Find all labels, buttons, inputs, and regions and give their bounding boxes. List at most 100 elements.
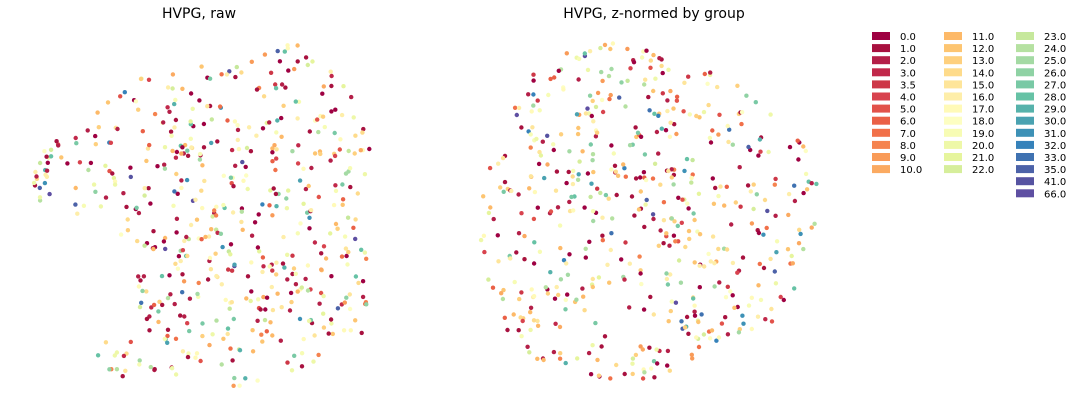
scatter-point bbox=[730, 260, 736, 266]
scatter-point bbox=[590, 98, 595, 104]
scatter-point bbox=[111, 175, 117, 181]
scatter-point bbox=[340, 197, 346, 202]
scatter-point bbox=[173, 155, 179, 160]
scatter-point bbox=[629, 194, 635, 199]
scatter-point bbox=[138, 278, 143, 283]
scatter-point bbox=[648, 65, 653, 71]
scatter-point bbox=[187, 328, 192, 334]
scatter-point bbox=[643, 177, 649, 183]
scatter-point bbox=[651, 52, 656, 58]
scatter-point bbox=[44, 154, 49, 159]
scatter-point bbox=[37, 195, 43, 200]
scatter-point bbox=[227, 69, 232, 74]
legend-label: 27.0 bbox=[1044, 80, 1066, 91]
scatter-point bbox=[716, 132, 721, 137]
scatter-point bbox=[144, 158, 149, 164]
scatter-point bbox=[749, 221, 755, 226]
scatter-point bbox=[239, 206, 245, 211]
scatter-point bbox=[528, 310, 533, 315]
scatter-point bbox=[229, 147, 235, 153]
scatter-point bbox=[708, 259, 713, 264]
scatter-point bbox=[170, 148, 175, 154]
scatter-point bbox=[542, 175, 547, 181]
scatter-point bbox=[582, 308, 587, 313]
scatter-point bbox=[627, 143, 633, 148]
scatter-point bbox=[487, 165, 493, 171]
scatter-point bbox=[360, 130, 365, 135]
scatter-point bbox=[307, 129, 312, 134]
scatter-point bbox=[608, 92, 613, 98]
scatter-point bbox=[174, 171, 179, 177]
scatter-point bbox=[526, 92, 531, 97]
scatter-point bbox=[180, 145, 185, 150]
scatter-point bbox=[171, 203, 176, 208]
scatter-point bbox=[481, 233, 487, 238]
scatter-point bbox=[556, 292, 561, 298]
scatter-point bbox=[267, 203, 272, 208]
scatter-point bbox=[689, 175, 694, 181]
scatter-point bbox=[496, 259, 501, 264]
scatter-point bbox=[529, 109, 534, 114]
scatter-point bbox=[621, 162, 626, 167]
scatter-point bbox=[241, 178, 246, 183]
scatter-point bbox=[249, 289, 254, 294]
scatter-point bbox=[44, 174, 50, 179]
scatter-point bbox=[45, 160, 50, 165]
scatter-point bbox=[285, 252, 290, 257]
scatter-point bbox=[230, 358, 235, 363]
scatter-point bbox=[671, 106, 676, 111]
scatter-point bbox=[261, 264, 266, 269]
scatter-point bbox=[679, 220, 684, 225]
scatter-point bbox=[723, 315, 728, 320]
scatter-point bbox=[661, 218, 667, 223]
scatter-point bbox=[141, 274, 147, 279]
scatter-point bbox=[318, 290, 324, 296]
scatter-point bbox=[565, 272, 571, 277]
scatter-point bbox=[207, 342, 212, 348]
scatter-point bbox=[315, 117, 320, 122]
scatter-point bbox=[673, 239, 678, 244]
scatter-point bbox=[790, 261, 795, 266]
scatter-point bbox=[656, 243, 661, 248]
scatter-point bbox=[496, 161, 501, 166]
scatter-point bbox=[801, 246, 806, 252]
scatter-point bbox=[751, 206, 756, 212]
scatter-point bbox=[668, 120, 673, 125]
scatter-point bbox=[528, 174, 534, 179]
scatter-point bbox=[665, 108, 670, 114]
scatter-point bbox=[169, 366, 175, 371]
scatter-point bbox=[786, 191, 792, 197]
scatter-point bbox=[245, 274, 251, 279]
scatter-point bbox=[519, 334, 524, 339]
scatter-point bbox=[290, 271, 295, 277]
scatter-point bbox=[512, 105, 518, 111]
scatter-point bbox=[260, 255, 266, 260]
scatter-point bbox=[582, 51, 587, 56]
scatter-point bbox=[723, 295, 729, 300]
scatter-point bbox=[689, 180, 694, 185]
scatter-point bbox=[342, 234, 348, 239]
scatter-point bbox=[623, 240, 628, 245]
scatter-point bbox=[659, 126, 664, 131]
scatter-point bbox=[160, 302, 165, 308]
scatter-point bbox=[569, 194, 574, 200]
scatter-point bbox=[588, 194, 593, 200]
scatter-point bbox=[527, 350, 532, 355]
scatter-point bbox=[305, 288, 311, 293]
scatter-point bbox=[600, 109, 606, 115]
scatter-point bbox=[103, 195, 109, 200]
scatter-point bbox=[773, 213, 778, 218]
scatter-point bbox=[333, 221, 339, 227]
legend-swatch bbox=[944, 153, 962, 161]
scatter-point bbox=[318, 151, 323, 157]
scatter-point bbox=[656, 113, 661, 119]
scatter-point bbox=[538, 153, 544, 158]
scatter-point bbox=[590, 209, 596, 214]
scatter-point bbox=[642, 152, 648, 157]
scatter-point bbox=[205, 104, 210, 109]
scatter-point bbox=[630, 356, 636, 361]
scatter-point bbox=[362, 250, 368, 255]
scatter-point bbox=[239, 209, 244, 214]
scatter-point bbox=[792, 198, 798, 204]
scatter-point bbox=[270, 307, 276, 313]
